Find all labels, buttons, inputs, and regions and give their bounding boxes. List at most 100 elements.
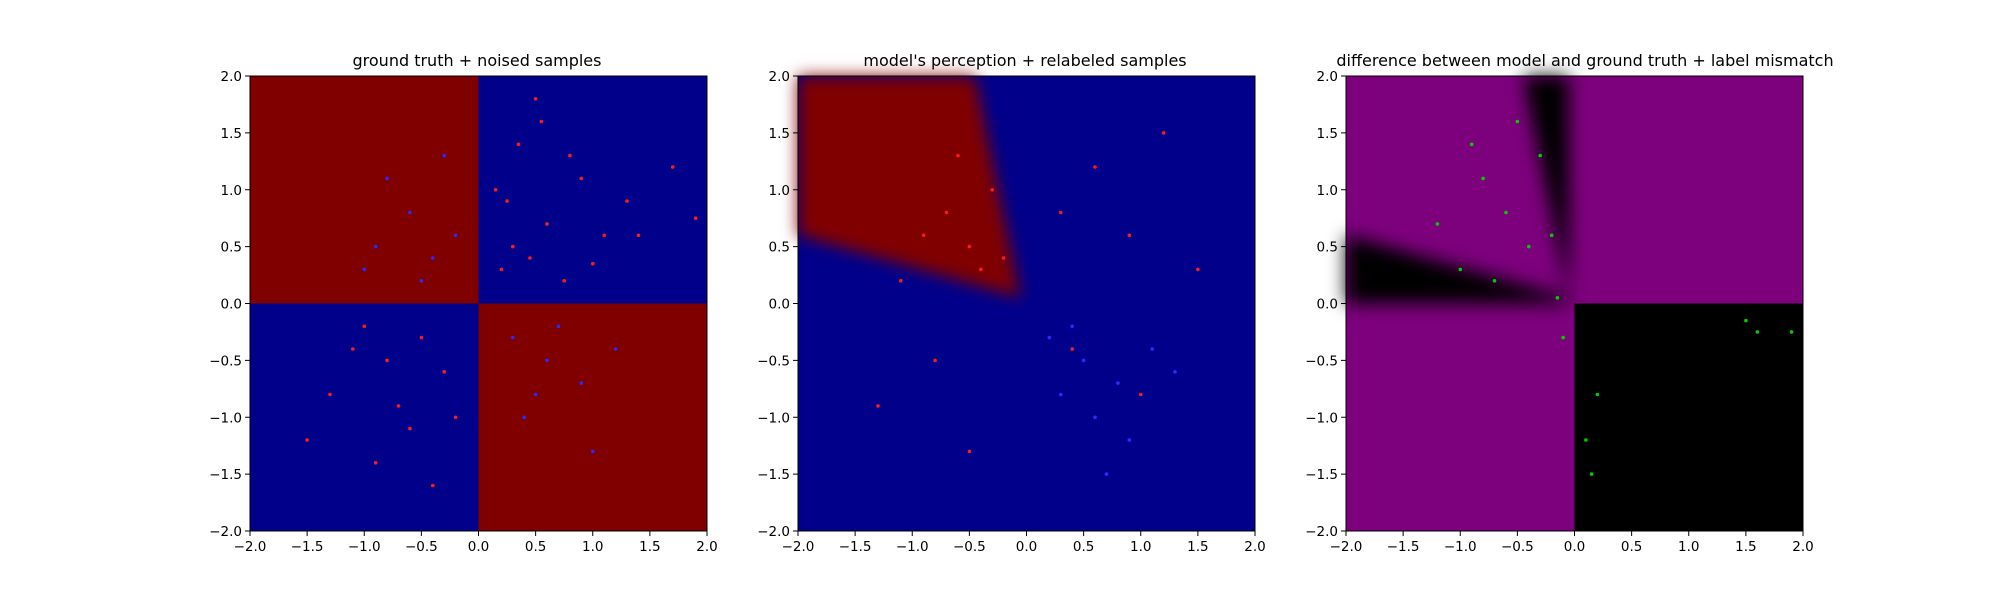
sample-point [1527,244,1531,249]
axis-ticks: −2.0 −1.5 −1.0 −0.5 0.0 0.5 1.0 1.5 2.0 −2.0 −1.5 −… [1305,69,1814,555]
sample-point [1070,347,1074,351]
y-tick-label: 1.5 [769,126,790,142]
sample-point [1549,233,1554,238]
y-tick-label: −1.0 [757,410,790,426]
sample-point [967,244,972,249]
agree-wedge [1346,76,1569,304]
x-tick-label: 2.0 [1244,539,1265,555]
y-tick-label: 2.0 [1317,69,1338,85]
mismatch-points [1435,119,1794,476]
y-tick-label: −2.0 [757,524,790,540]
sample-point [602,233,606,238]
sample-point [1161,131,1166,135]
panel-model-perception: model's perception + relabeled samples −… [757,51,1266,555]
sample-point [979,267,983,272]
sample-point [1469,142,1474,147]
agree-bottom-right [1574,303,1803,531]
panel-title: model's perception + relabeled samples [863,51,1186,70]
x-tick-label: 0.0 [468,539,489,555]
axis-ticks: −2.0 −1.5 −1.0 −0.5 0.0 0.5 1.0 1.5 2.0 −2.0 −1.5 −… [209,69,718,555]
sample-point [1104,472,1109,476]
sample-point [1538,153,1542,158]
y-tick-label: −0.5 [209,353,242,369]
sample-point [1755,330,1760,334]
quadrant-bottom-left [250,303,479,531]
sample-point [1116,381,1120,385]
sample-point [579,381,584,385]
sample-point [505,199,509,203]
sample-point [568,153,572,158]
sample-point [1173,370,1177,374]
x-tick-label: 2.0 [696,539,717,555]
x-tick-label: −2.0 [782,539,815,555]
x-tick-label: 1.0 [1678,539,1699,555]
disagree-bottom-left [1346,303,1575,531]
sample-point [545,222,549,226]
decision-background [798,76,1255,531]
y-tick-label: 1.0 [1317,183,1338,199]
y-tick-label: 0.0 [221,297,242,313]
sample-point [1047,335,1052,340]
sample-point [362,267,367,272]
sample-point [1081,358,1086,363]
panel-title: difference between model and ground trut… [1336,51,1833,70]
class-a-region [798,76,1021,298]
sample-point [1127,233,1132,238]
x-tick-label: 1.5 [1187,539,1208,555]
x-tick-label: 0.5 [1073,539,1094,555]
sample-point [453,233,458,238]
y-tick-label: −1.5 [757,467,790,483]
sample-point [933,358,937,363]
sample-points [876,131,1200,476]
x-tick-label: 2.0 [1792,539,1813,555]
y-tick-label: −1.5 [209,467,242,483]
x-tick-label: −1.0 [348,539,381,555]
y-tick-label: 2.0 [221,69,242,85]
x-tick-label: 1.0 [582,539,603,555]
sample-point [351,347,355,351]
y-tick-label: −1.5 [1305,467,1338,483]
x-tick-label: −0.5 [1501,539,1534,555]
sample-point [1595,392,1600,397]
panel-title: ground truth + noised samples [353,51,602,70]
sample-point [921,233,926,238]
y-tick-label: −0.5 [1305,353,1338,369]
y-tick-label: 2.0 [769,69,790,85]
sample-point [556,324,561,329]
sample-point [990,188,994,192]
sample-point [419,335,424,340]
sample-point [1139,392,1143,397]
x-tick-label: 1.0 [1130,539,1151,555]
panel-difference: difference between model and ground trut… [1305,51,1833,555]
x-tick-label: 0.0 [1016,539,1037,555]
x-tick-label: −2.0 [1330,539,1363,555]
sample-point [545,358,549,363]
sample-point [511,335,515,340]
sample-point [1150,347,1154,351]
quadrant-top-right [478,76,707,304]
sample-point [516,142,521,147]
sample-point [1515,119,1520,124]
sample-point [419,279,424,283]
sample-point [442,370,447,374]
sample-point [1059,392,1063,397]
sample-point [511,244,515,249]
sample-point [1589,472,1594,476]
y-tick-label: −1.0 [209,410,242,426]
sample-point [499,267,504,272]
sample-point [493,188,498,192]
sample-point [528,256,532,260]
axis-ticks: −2.0 −1.5 −1.0 −0.5 0.0 0.5 1.0 1.5 2.0 −2.0 −1.5 −… [757,69,1266,555]
sample-point [670,165,675,169]
sample-point [899,279,903,283]
sample-point [1584,438,1588,442]
sample-point [533,392,538,397]
y-tick-label: −0.5 [757,353,790,369]
sample-point [1492,279,1497,283]
y-tick-label: 1.0 [221,183,242,199]
sample-point [1504,210,1508,215]
sample-point [539,119,544,124]
y-tick-label: 0.5 [1317,240,1338,256]
sample-point [362,324,367,329]
